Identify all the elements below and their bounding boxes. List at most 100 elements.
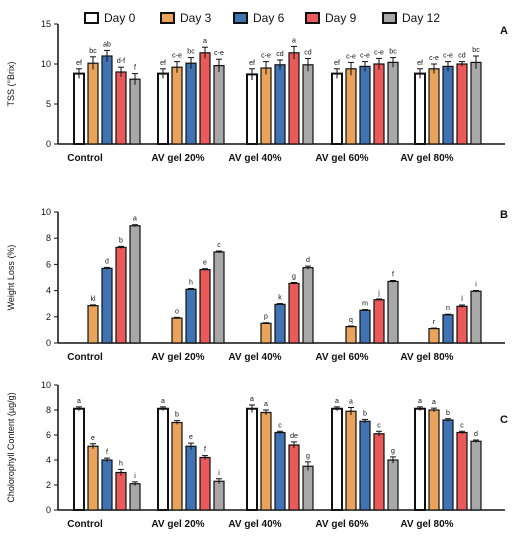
significance-letter: d [105,258,109,265]
significance-letter: c-e [443,53,453,60]
bar [359,420,371,511]
bar [171,66,183,145]
category-label: AV gel 40% [228,153,281,164]
significance-letter: cd [276,51,284,58]
significance-letter: i [218,470,220,477]
significance-letter: a [77,398,81,405]
bar [115,471,127,511]
significance-letter: d [306,257,310,264]
y-tick-label: 2 [46,480,51,490]
bar [199,456,211,511]
category-label: AV gel 80% [400,352,453,363]
bar [199,52,211,145]
bar [456,63,468,145]
significance-letter: f [392,272,394,279]
bar [456,431,468,511]
panel-label: C [500,414,508,426]
significance-letter: a [335,398,339,405]
significance-letter: c [278,422,282,429]
bar [171,317,183,344]
bar [288,444,300,511]
bar [373,63,385,145]
bar [414,72,426,145]
bar [157,407,169,511]
significance-letter: a [292,37,296,44]
significance-letter: c-e [346,53,356,60]
significance-letter: b [175,412,179,419]
significance-letter: de [290,433,298,440]
bar [288,52,300,145]
bar [213,251,225,344]
significance-letter: r [433,319,436,326]
bar [456,305,468,344]
bar [428,68,440,145]
significance-letter: f [106,449,108,456]
significance-letter: a [418,398,422,405]
significance-letter: c [460,422,464,429]
significance-letter: g [306,453,310,460]
weight-loss-panel: 0 2 4 6 8 10 Weight Loss (%) B Control AV gel 20%… [6,207,508,363]
category-label: AV gel 60% [315,519,368,530]
category-label: AV gel 20% [151,519,204,530]
tss-panel: 0 5 10 15 TSS (°Brix) A Control AV gel 20% AV ge… [6,19,508,164]
bar [101,55,113,145]
significance-letter: ab [103,41,111,48]
panel-label: A [500,25,508,37]
significance-letter: g [292,273,296,280]
bar [129,78,141,145]
y-tick-label: 6 [46,259,51,269]
significance-letter: b [363,410,367,417]
significance-letter: c [217,242,221,249]
significance-letter: c [377,422,381,429]
category-label: Control [67,153,103,164]
y-tick-label: 15 [41,19,51,29]
significance-letter: h [119,460,123,467]
significance-letter: k [278,295,282,302]
y-tick-label: 2 [46,312,51,322]
legend-swatch [382,12,397,24]
bar [87,445,99,511]
significance-letter: ef [249,60,255,67]
bar [470,440,482,511]
bar [442,419,454,511]
bar [428,409,440,511]
category-label: AV gel 20% [151,352,204,363]
significance-letter: d-f [117,58,125,65]
significance-letter: bc [187,49,195,56]
bar [470,290,482,344]
significance-letter: a [264,401,268,408]
category-label: AV gel 80% [400,153,453,164]
bar [274,303,286,344]
y-tick-label: 8 [46,405,51,415]
category-label: AV gel 60% [315,352,368,363]
bar [260,411,272,511]
bar [87,305,99,344]
significance-letter: a [161,398,165,405]
legend-label: Day 9 [325,11,357,25]
legend-label: Day 6 [253,11,285,25]
bar [331,72,343,145]
bar [246,407,258,511]
bar [442,65,454,145]
bar [101,459,113,511]
significance-letter: c-e [360,53,370,60]
significance-letter: a [133,216,137,223]
significance-letter: a [250,396,254,403]
y-tick-label: 5 [46,99,51,109]
bar [442,314,454,344]
bar [302,64,314,145]
significance-letter: j [377,290,380,297]
y-axis-label: Cholorophyll Content (µg/g) [6,392,16,502]
bar [387,459,399,511]
legend-label: Day 3 [180,11,212,25]
y-tick-label: 0 [46,139,51,149]
significance-letter: n [446,305,450,312]
bar [87,62,99,145]
significance-letter: d [474,431,478,438]
significance-letter: cd [304,49,312,56]
bar [129,483,141,511]
bar [115,246,127,344]
category-label: AV gel 60% [315,153,368,164]
bar [246,73,258,145]
significance-letter: q [349,317,353,324]
